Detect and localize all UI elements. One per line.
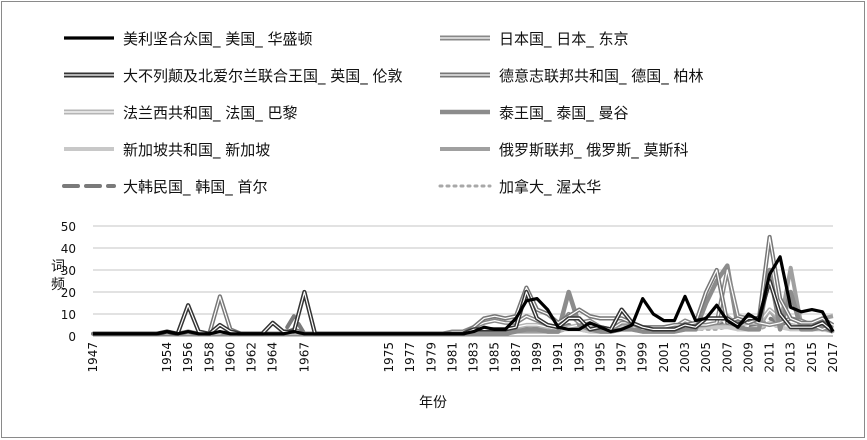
y-tick-label: 50 — [61, 220, 76, 234]
plot-area — [91, 234, 835, 337]
x-tick-label: 1975 — [382, 342, 396, 373]
legend-label: 大不列颠及北爱尔兰联合王国_ 英国_ 伦敦 — [123, 67, 403, 86]
x-tick-label: 1977 — [403, 342, 417, 373]
x-tick-label: 1983 — [467, 342, 481, 373]
legend-item: 加拿大_ 渥太华 — [438, 178, 601, 197]
x-tick-label: 1981 — [445, 342, 459, 373]
x-tick-label: 1989 — [530, 342, 544, 373]
legend-label: 新加坡共和国_ 新加坡 — [123, 141, 270, 160]
y-tick-label: 0 — [68, 330, 76, 344]
x-axis-title: 年份 — [419, 395, 447, 411]
x-tick-label: 1991 — [551, 342, 565, 373]
x-tick-label: 1995 — [593, 342, 607, 373]
x-tick-label: 2005 — [699, 342, 713, 373]
series-line — [93, 255, 835, 336]
x-tick-label: 2017 — [826, 342, 840, 373]
x-tick-label: 2011 — [763, 342, 777, 373]
legend-label: 俄罗斯联邦_ 俄罗斯_ 莫斯科 — [499, 141, 689, 160]
x-tick-label: 2003 — [678, 342, 692, 373]
legend-item: 俄罗斯联邦_ 俄罗斯_ 莫斯科 — [440, 141, 689, 160]
legend-label: 泰王国_ 泰国_ 曼谷 — [499, 104, 629, 123]
x-tick-label: 1947 — [86, 342, 100, 373]
y-tick-label: 20 — [61, 286, 76, 300]
legend-label: 德意志联邦共和国_ 德国_ 柏林 — [499, 67, 704, 86]
x-tick-label: 1960 — [223, 342, 237, 373]
legend-label: 法兰西共和国_ 法国_ 巴黎 — [123, 104, 298, 123]
legend-item: 美利坚合众国_ 美国_ 华盛顿 — [64, 30, 313, 49]
legend-item: 泰王国_ 泰国_ 曼谷 — [440, 104, 629, 123]
x-tick-label: 1993 — [572, 342, 586, 373]
y-tick-label: 40 — [61, 242, 76, 256]
x-tick-label: 1967 — [297, 342, 311, 373]
y-axis-ticks: 0 10 20 30 40 50 — [61, 220, 76, 344]
x-tick-label: 1997 — [615, 342, 629, 373]
legend-item: 大不列颠及北爱尔兰联合王国_ 英国_ 伦敦 — [64, 67, 403, 86]
x-tick-label: 1962 — [245, 342, 259, 373]
legend: 美利坚合众国_ 美国_ 华盛顿 日本国_ 日本_ 东京大不列颠及北爱尔兰联合王国_… — [62, 30, 704, 197]
x-tick-label: 1954 — [160, 342, 174, 373]
y-tick-label: 10 — [61, 308, 76, 322]
legend-item: 大韩民国_ 韩国_ 首尔 — [62, 178, 268, 197]
legend-item: 德意志联邦共和国_ 德国_ 柏林 — [440, 67, 704, 86]
x-tick-label: 2013 — [784, 342, 798, 373]
x-tick-label: 2007 — [720, 342, 734, 373]
x-tick-label: 1987 — [509, 342, 523, 373]
legend-item: 日本国_ 日本_ 东京 — [440, 30, 629, 49]
y-tick-label: 30 — [61, 264, 76, 278]
x-tick-label: 1985 — [488, 342, 502, 373]
legend-item: 新加坡共和国_ 新加坡 — [64, 141, 270, 160]
x-tick-label: 1956 — [181, 342, 195, 373]
legend-label: 日本国_ 日本_ 东京 — [499, 30, 629, 49]
x-tick-label: 2001 — [657, 342, 671, 373]
x-tick-label: 1979 — [424, 342, 438, 373]
x-tick-label: 1958 — [202, 342, 216, 373]
x-tick-label: 1999 — [636, 342, 650, 373]
x-axis-ticks: 1947 1954 1956 1958 1960 1962 1964 1967 1975 1977… — [86, 342, 840, 373]
x-tick-label: 2015 — [805, 342, 819, 373]
legend-item: 法兰西共和国_ 法国_ 巴黎 — [64, 104, 298, 123]
legend-label: 加拿大_ 渥太华 — [499, 178, 601, 197]
x-tick-label: 1964 — [266, 342, 280, 373]
x-tick-label: 2009 — [741, 342, 755, 373]
legend-label: 大韩民国_ 韩国_ 首尔 — [123, 178, 268, 197]
legend-label: 美利坚合众国_ 美国_ 华盛顿 — [123, 30, 313, 49]
y-axis-title: 词频 — [51, 259, 65, 293]
